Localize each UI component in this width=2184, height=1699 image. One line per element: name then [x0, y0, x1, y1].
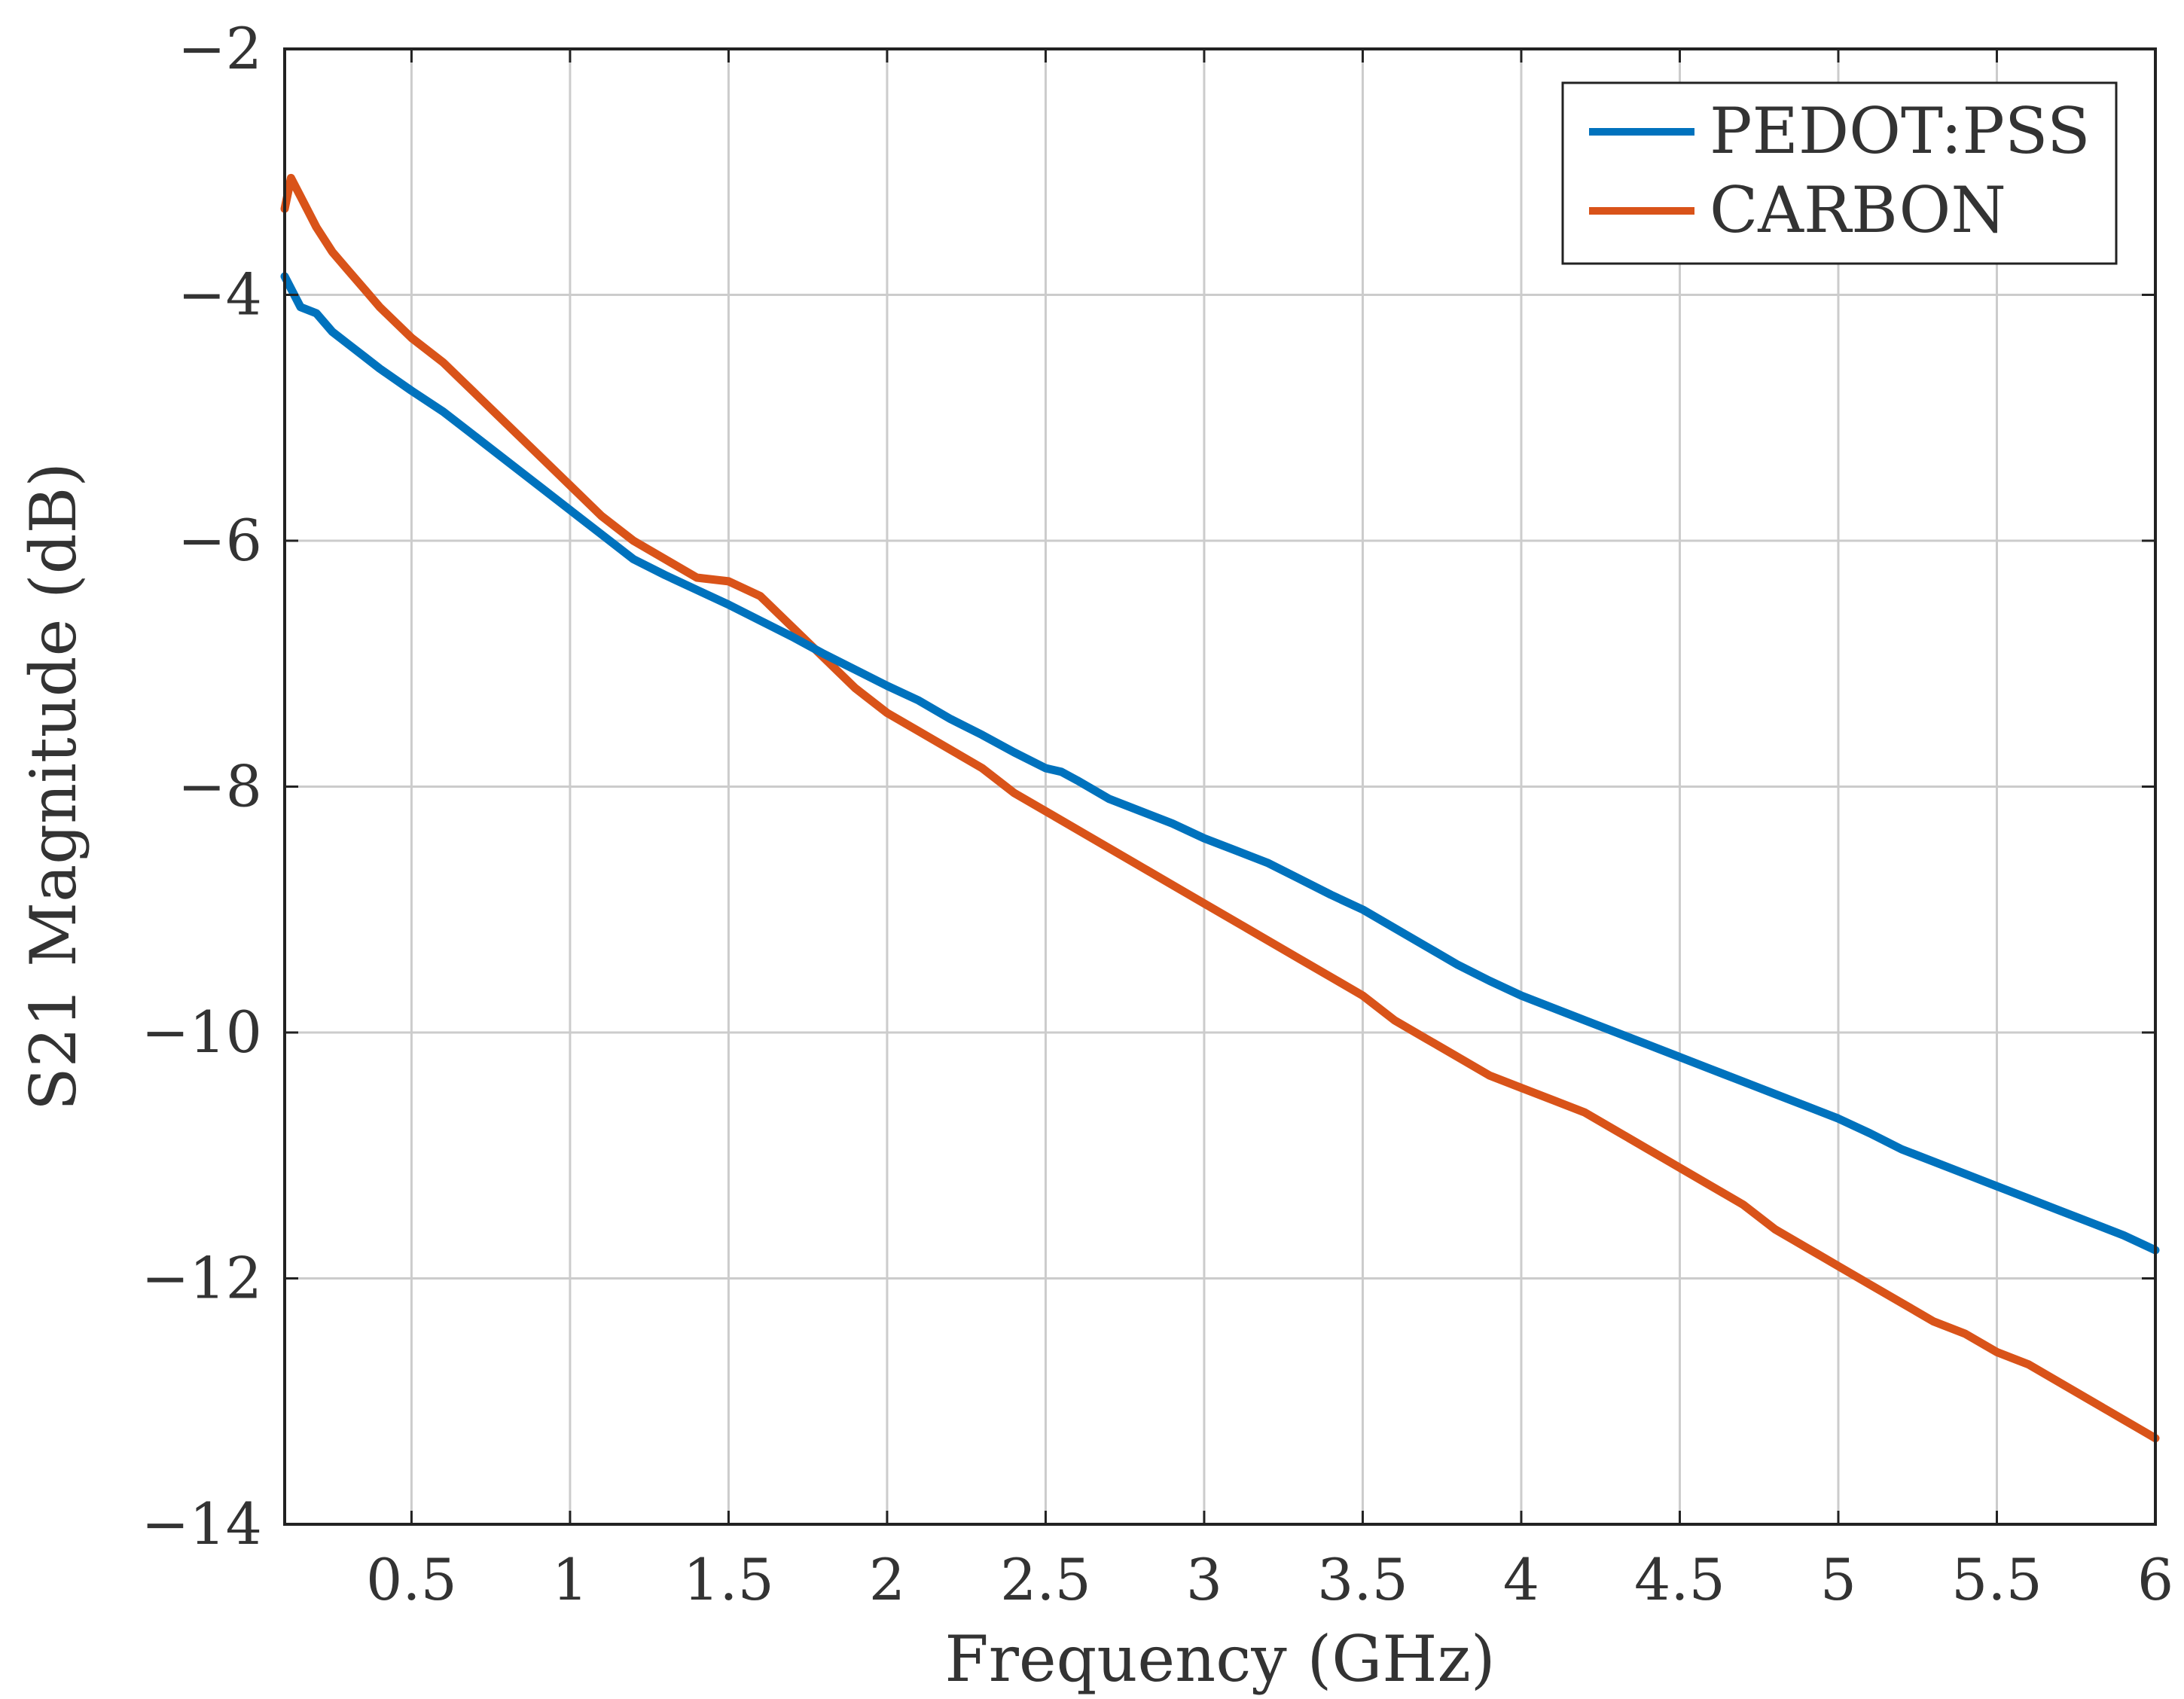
x-tick-label: 3.5	[1317, 1546, 1408, 1613]
y-tick-label: −10	[142, 999, 262, 1066]
x-tick-label: 2.5	[1000, 1546, 1091, 1613]
x-tick-label: 4.5	[1634, 1546, 1725, 1613]
series-lines	[280, 173, 2160, 1443]
legend-label-pedot-pss: PEDOT:PSS	[1710, 94, 2091, 168]
y-tick-label: −12	[142, 1245, 262, 1312]
axis-ticks	[285, 47, 2157, 1526]
x-tick-label: 5	[1820, 1546, 1856, 1613]
legend: PEDOT:PSS CARBON	[1561, 81, 2118, 265]
legend-label-carbon: CARBON	[1710, 173, 2006, 247]
x-tick-label: 0.5	[366, 1546, 457, 1613]
y-axis-label: S21 Magnitude (dB)	[17, 462, 90, 1111]
x-tick-label: 1.5	[683, 1546, 774, 1613]
x-tick-label: 1	[552, 1546, 588, 1613]
x-tick-label: 3	[1186, 1546, 1222, 1613]
y-tick-label: −4	[178, 261, 262, 328]
y-tick-label: −14	[142, 1490, 262, 1557]
y-tick-label: −6	[178, 507, 262, 574]
x-axis-label: Frequency (GHz)	[944, 1622, 1495, 1696]
y-tick-label: −8	[178, 753, 262, 820]
x-tick-label: 5.5	[1951, 1546, 2042, 1613]
legend-box	[1561, 81, 2118, 265]
tick-labels: 0.5 1 1.5 2 2.5 3 3.5 4 4.5 5 5.5 6 −2 −4 −6 −8 −10 −12 −1…	[142, 15, 2174, 1613]
y-tick-label: −2	[178, 15, 262, 82]
series-line-carbon	[280, 173, 2160, 1443]
series-line-pedot-pss	[280, 272, 2160, 1255]
x-tick-label: 4	[1503, 1546, 1539, 1613]
grid-lines	[285, 47, 2157, 1526]
x-tick-label: 6	[2137, 1546, 2173, 1613]
x-tick-label: 2	[869, 1546, 905, 1613]
